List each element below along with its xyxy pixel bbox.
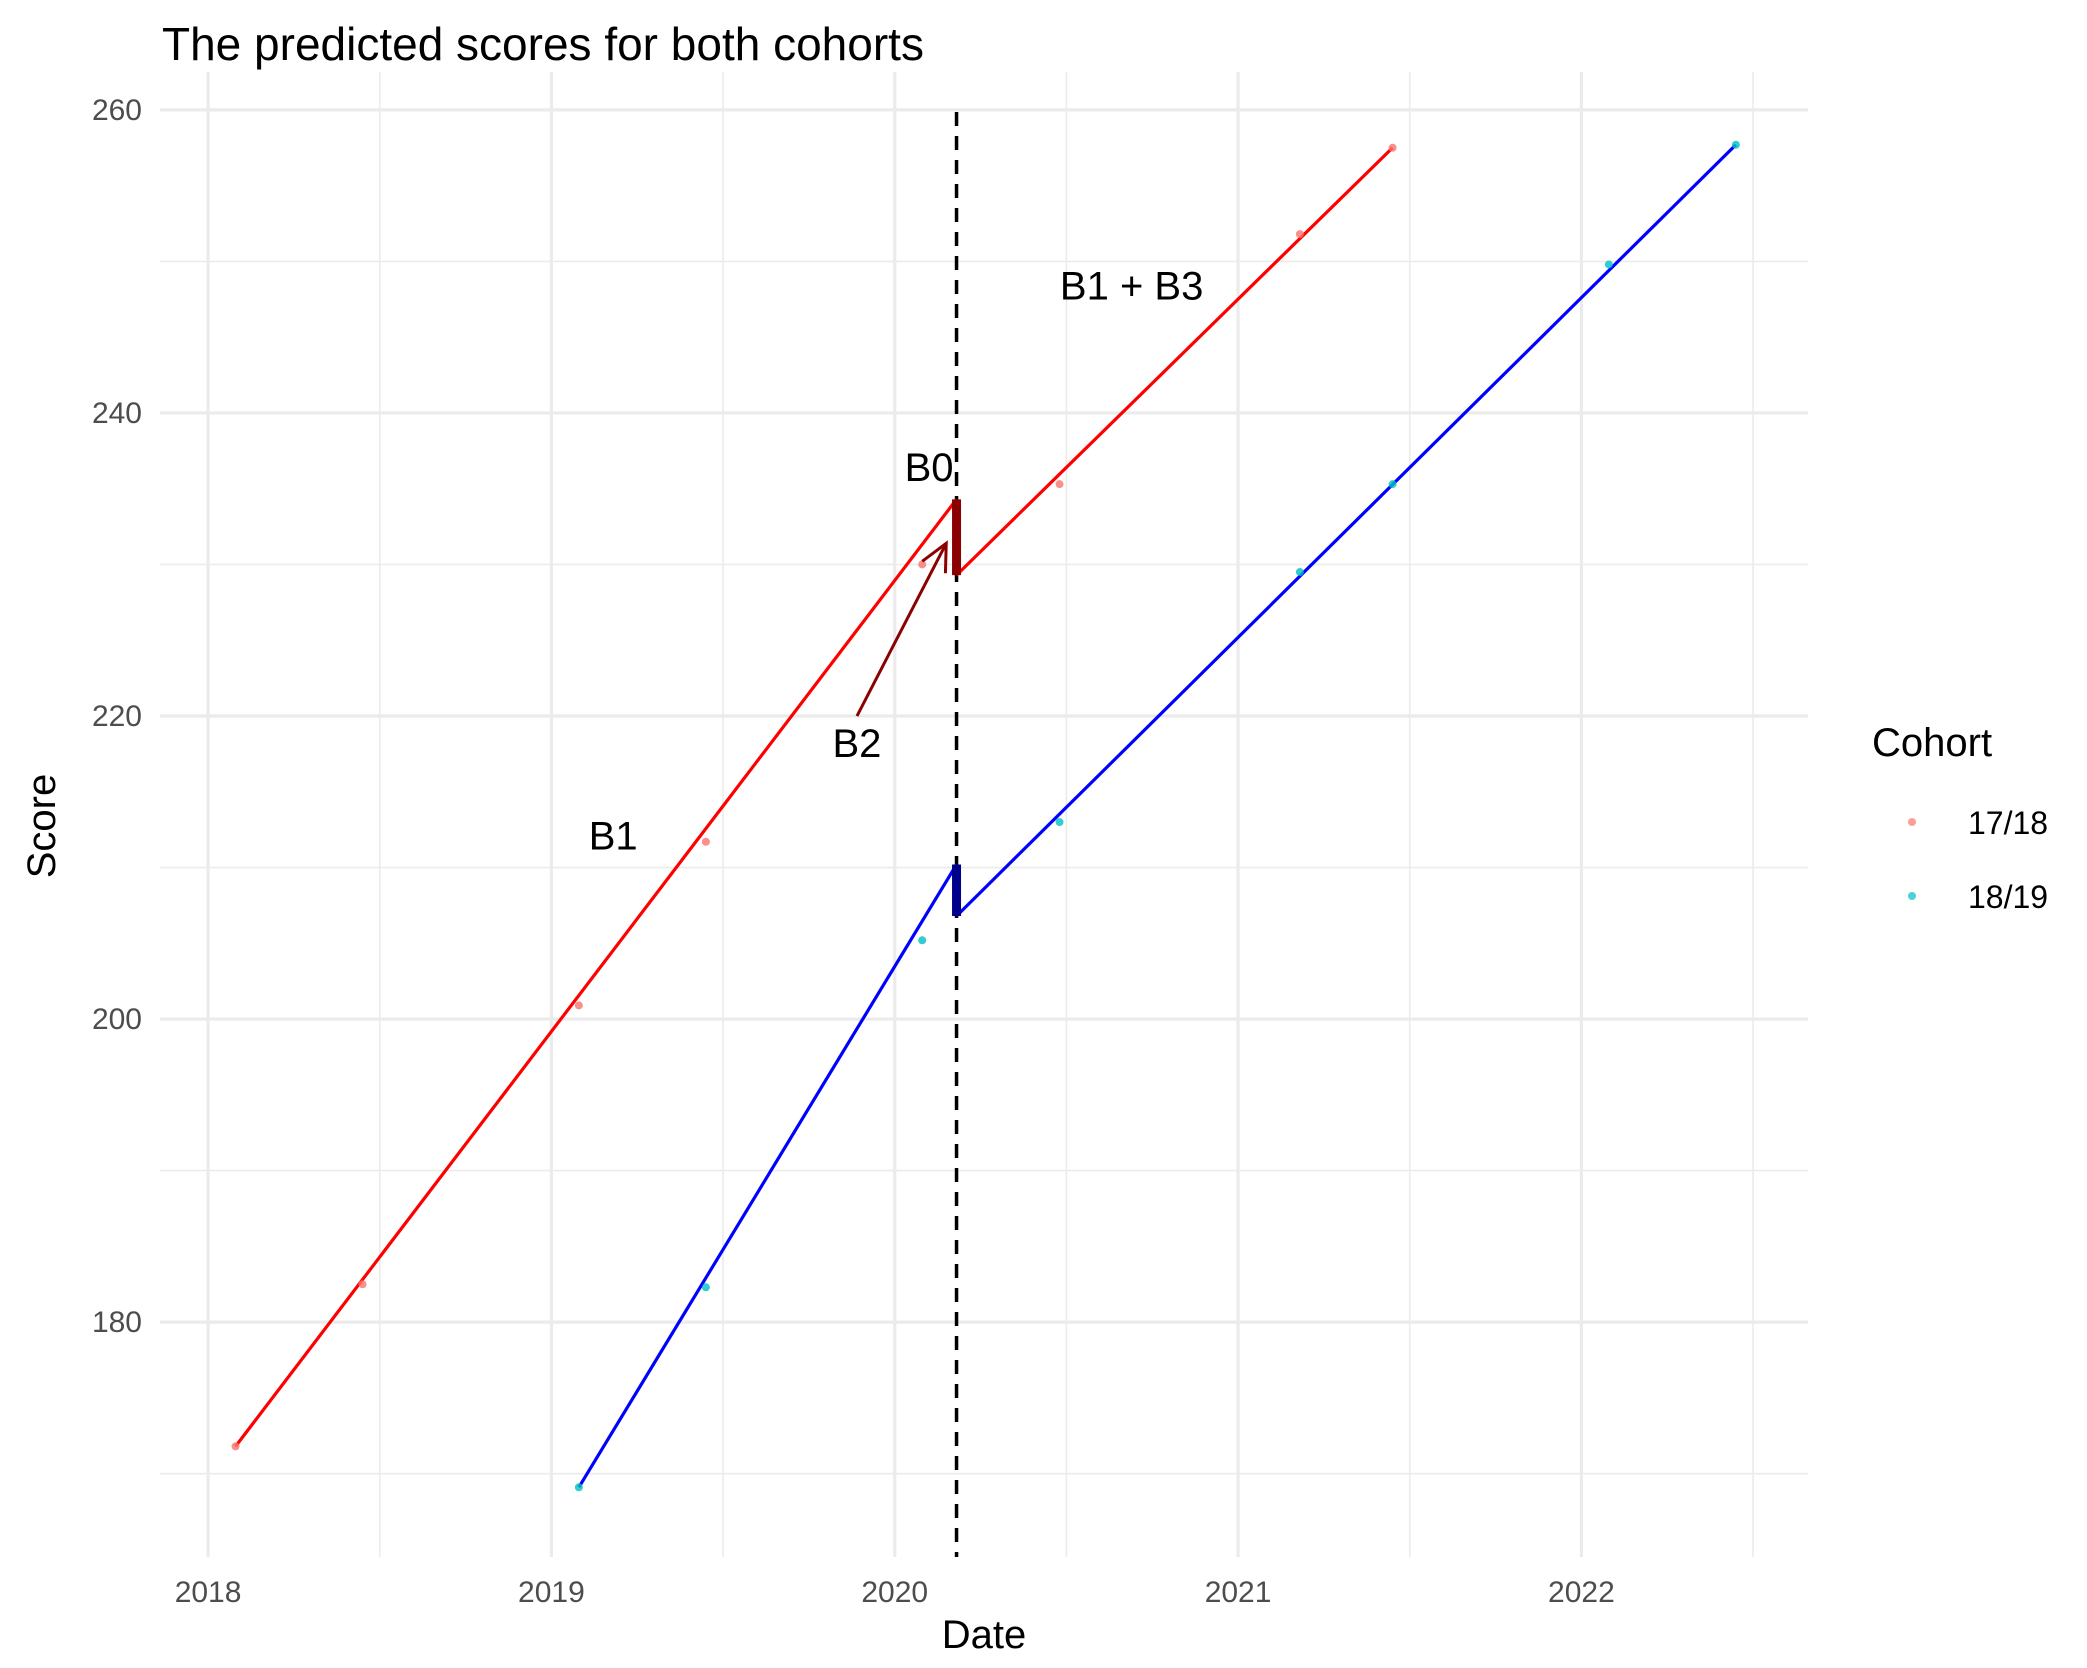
point-17-18 <box>1388 143 1397 152</box>
legend-title: Cohort <box>1872 721 1992 765</box>
y-tick-label: 260 <box>92 94 142 127</box>
point-17-18 <box>1055 480 1064 489</box>
point-18-19 <box>1295 568 1304 577</box>
x-axis-label: Date <box>942 1613 1027 1657</box>
y-tick-label: 200 <box>92 1003 142 1036</box>
x-tick-label: 2022 <box>1548 1576 1615 1609</box>
line-pre-17-18 <box>234 498 958 1448</box>
chart-title: The predicted scores for both cohorts <box>162 18 924 70</box>
point-17-18 <box>918 560 927 569</box>
point-17-18 <box>574 1001 583 1010</box>
legend-key-18-19 <box>1908 892 1916 900</box>
x-tick-label: 2019 <box>518 1576 585 1609</box>
x-tick-label: 2021 <box>1205 1576 1272 1609</box>
legend-label-17-18: 17/18 <box>1968 805 2048 841</box>
point-17-18 <box>231 1442 240 1451</box>
line-pre-18-19 <box>577 863 958 1489</box>
annotation-label: B1 + B3 <box>1060 264 1203 308</box>
y-tick-label: 240 <box>92 397 142 430</box>
annotation-label: B2 <box>832 722 881 766</box>
annotation-arrow <box>855 542 948 717</box>
legend-label-18-19: 18/19 <box>1968 879 2048 915</box>
point-18-19 <box>1731 140 1740 149</box>
line-post-17-18 <box>955 146 1394 577</box>
y-axis-label: Score <box>20 774 64 879</box>
point-18-19 <box>1055 818 1064 827</box>
point-18-19 <box>574 1483 583 1492</box>
x-tick-label: 2018 <box>175 1576 242 1609</box>
tick-labels: 2018 2019 2020 2021 2022 180 200 220 240 260 <box>92 94 1615 1609</box>
legend-key-17-18 <box>1908 818 1916 826</box>
point-17-18 <box>701 837 710 846</box>
x-tick-label: 2020 <box>861 1576 928 1609</box>
series-points <box>231 140 1740 1492</box>
series-lines <box>234 143 1738 1489</box>
annotation-label: B0 <box>905 446 954 490</box>
point-18-19 <box>918 936 927 945</box>
point-17-18 <box>1295 230 1304 239</box>
y-tick-label: 220 <box>92 700 142 733</box>
line-post-18-19 <box>955 143 1738 918</box>
point-18-19 <box>701 1283 710 1292</box>
annotations: B0 B1 B2 B1 + B3 <box>589 264 1204 858</box>
y-tick-label: 180 <box>92 1306 142 1339</box>
point-18-19 <box>1388 480 1397 489</box>
point-17-18 <box>358 1280 367 1289</box>
annotation-arrow-head <box>921 540 948 574</box>
point-18-19 <box>1604 260 1613 269</box>
legend: Cohort 17/18 18/19 <box>1872 721 2048 915</box>
grid <box>160 72 1808 1557</box>
annotation-label: B1 <box>589 814 638 858</box>
